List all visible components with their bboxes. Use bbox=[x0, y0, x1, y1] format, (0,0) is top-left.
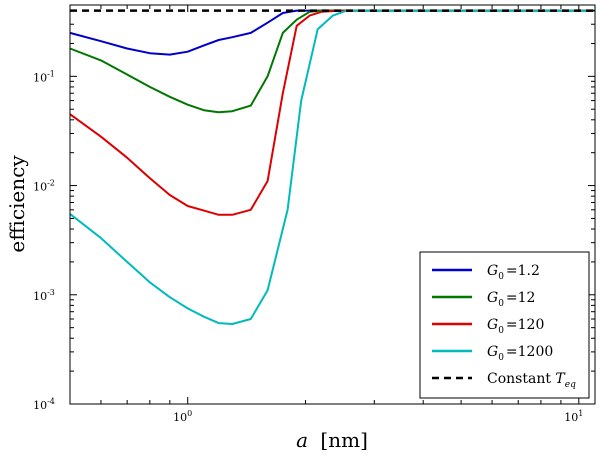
y-tick-label: 10-1 bbox=[33, 69, 55, 84]
legend-label-1: G0 =1.2 bbox=[487, 263, 540, 282]
tick-layer: 100 101 10-4 10-3 10-2 10-1 bbox=[33, 5, 595, 424]
x-axis-variable: a bbox=[296, 428, 308, 452]
x-axis-unit: [nm] bbox=[320, 428, 367, 452]
x-axis-label: a [nm] bbox=[296, 428, 368, 452]
plot-frame bbox=[69, 4, 596, 405]
y-axis-label: efficiency bbox=[5, 155, 29, 253]
legend-label-5: Constant Teq bbox=[487, 371, 576, 390]
legend-label-3: G0 =120 bbox=[487, 317, 544, 336]
x-tick-label: 101 bbox=[564, 409, 583, 424]
series-layer bbox=[69, 9, 595, 325]
y-tick-label: 10-3 bbox=[33, 288, 55, 303]
y-tick-label: 10-2 bbox=[33, 179, 55, 194]
y-tick-label: 10-4 bbox=[33, 397, 55, 412]
legend-label-2: G0 =12 bbox=[487, 290, 535, 309]
x-tick-label: 100 bbox=[173, 409, 192, 424]
legend: G0 =1.2 G0 =12 G0 =120 G0 =1200 Constant Teq bbox=[419, 251, 590, 399]
legend-label-4: G0 =1200 bbox=[487, 344, 553, 363]
